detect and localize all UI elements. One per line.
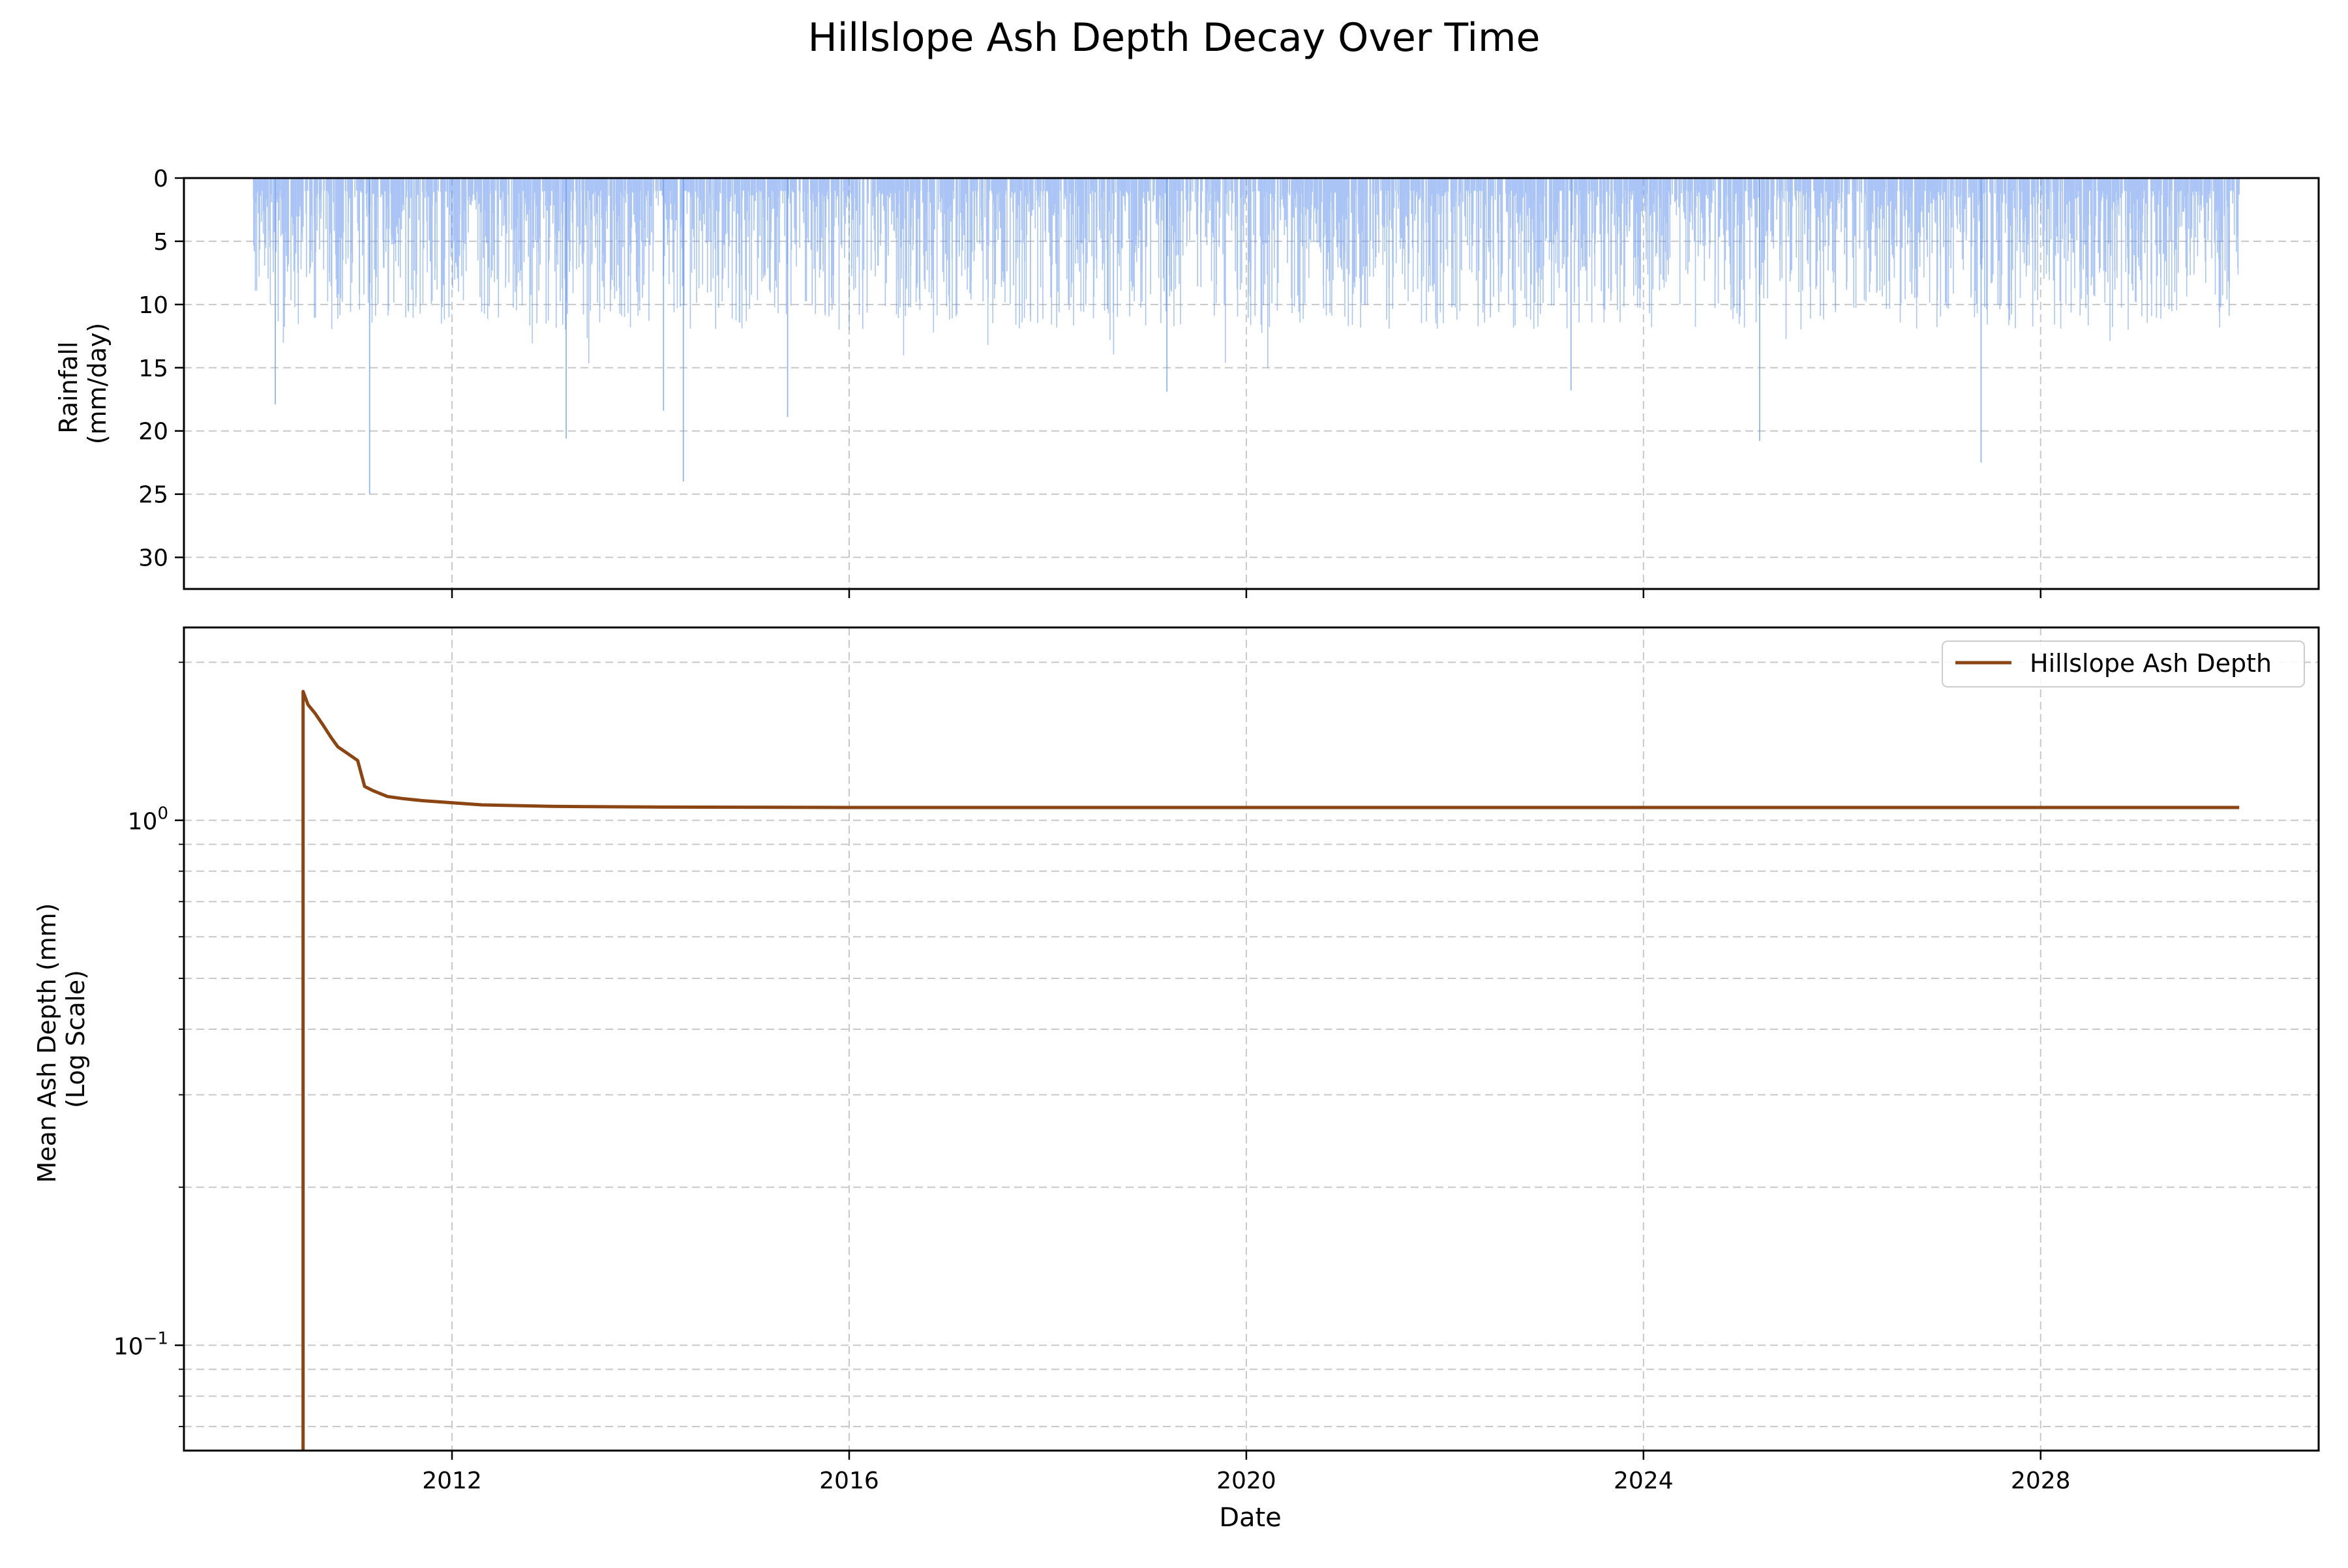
ash-depth-y-label: Mean Ash Depth (mm) (Log Scale) <box>33 895 90 1183</box>
ash-depth-y-tick-label: 10−1 <box>113 1329 168 1361</box>
ash-depth-y-tick-exponent: −1 <box>143 1329 168 1349</box>
ash-depth-y-tick-exponent: 0 <box>157 804 168 824</box>
rainfall-y-tick-label: 0 <box>153 166 168 192</box>
legend-box <box>1942 641 2305 687</box>
rainfall-y-tick-label: 30 <box>138 545 168 572</box>
rainfall-bars-daily <box>252 178 2240 368</box>
ash-depth-y-label-line1: Mean Ash Depth (mm) <box>33 903 61 1183</box>
rainfall-y-ticks: 0 5 10 15 20 25 30 <box>138 166 184 572</box>
ash-depth-axes-frame <box>183 626 2320 1452</box>
rainfall-bars <box>252 178 2240 494</box>
ash-depth-x-ticks: 2012 2016 2020 2024 2028 <box>422 1451 2071 1494</box>
rainfall-axes-frame <box>183 177 2320 590</box>
ash-depth-grid <box>184 627 2319 1451</box>
rainfall-y-label: Rainfall (mm/day) <box>54 323 112 444</box>
legend-label-hillslope-ash-depth: Hillslope Ash Depth <box>2030 649 2272 678</box>
rainfall-y-label-line2: (mm/day) <box>83 323 112 444</box>
ash-depth-y-tick-label: 100 <box>128 804 168 836</box>
rainfall-panel: 0 5 10 15 20 25 30 Rainfall (mm/day) <box>54 166 2320 598</box>
ash-depth-x-tick-label: 2024 <box>1614 1468 1674 1494</box>
ash-depth-series-line <box>301 689 2240 1451</box>
ash-depth-y-label-line2: (Log Scale) <box>61 970 90 1108</box>
rainfall-y-tick-label: 10 <box>138 292 168 319</box>
rainfall-y-tick-label: 15 <box>138 355 168 382</box>
ash-depth-x-tick-label: 2028 <box>2011 1468 2071 1494</box>
rainfall-y-tick-label: 5 <box>153 229 168 256</box>
rainfall-y-label-line1: Rainfall <box>54 341 83 433</box>
rainfall-y-tick-label: 25 <box>138 482 168 509</box>
ash-depth-x-tick-label: 2012 <box>422 1468 482 1494</box>
rainfall-y-tick-label: 20 <box>138 419 168 445</box>
rainfall-x-ticks <box>451 589 2041 598</box>
chart-title: Hillslope Ash Depth Decay Over Time <box>808 15 1541 61</box>
ash-depth-x-tick-label: 2016 <box>819 1468 879 1494</box>
ash-depth-y-tick-base: 10 <box>113 1334 143 1361</box>
x-axis-label: Date <box>1219 1503 1282 1533</box>
ash-depth-x-tick-label: 2020 <box>1216 1468 1276 1494</box>
legend: Hillslope Ash Depth <box>1942 641 2305 687</box>
ash-depth-y-tick-base: 10 <box>128 809 158 836</box>
